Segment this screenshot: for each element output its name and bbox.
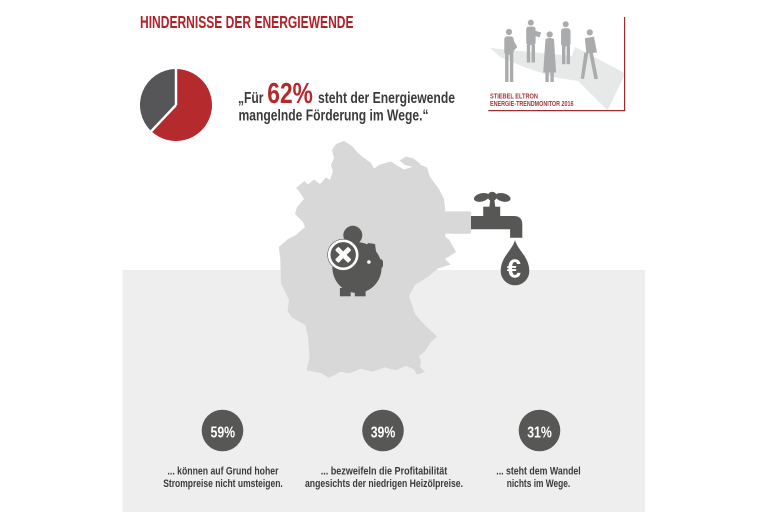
svg-text:nichts im Wege.: nichts im Wege.: [507, 478, 571, 490]
svg-text:HINDERNISSE DER ENERGIEWENDE: HINDERNISSE DER ENERGIEWENDE: [140, 12, 354, 32]
svg-text:Strompreise nicht umsteigen.: Strompreise nicht umsteigen.: [163, 478, 283, 490]
svg-text:„Für: „Für: [238, 90, 264, 107]
svg-text:mangelnde Förderung im Wege.“: mangelnde Förderung im Wege.“: [239, 108, 429, 125]
svg-text:... bezweifeln die Profitabili: ... bezweifeln die Profitabilität: [321, 466, 448, 478]
svg-text:ENERGIE-TRENDMONITOR 2016: ENERGIE-TRENDMONITOR 2016: [490, 101, 574, 108]
svg-text:... können auf Grund hoher: ... können auf Grund hoher: [168, 466, 280, 478]
svg-text:39%: 39%: [371, 424, 396, 441]
svg-text:STIEBEL ELTRON: STIEBEL ELTRON: [490, 93, 538, 100]
svg-text:... steht dem Wandel: ... steht dem Wandel: [496, 466, 581, 478]
svg-text:angesichts der niedrigen Heizö: angesichts der niedrigen Heizölpreise.: [305, 478, 463, 490]
svg-text:62%: 62%: [267, 78, 313, 110]
svg-text:€: €: [507, 255, 521, 283]
svg-text:steht der Energiewende: steht der Energiewende: [318, 90, 455, 107]
svg-text:59%: 59%: [211, 424, 236, 441]
svg-text:31%: 31%: [527, 424, 552, 441]
